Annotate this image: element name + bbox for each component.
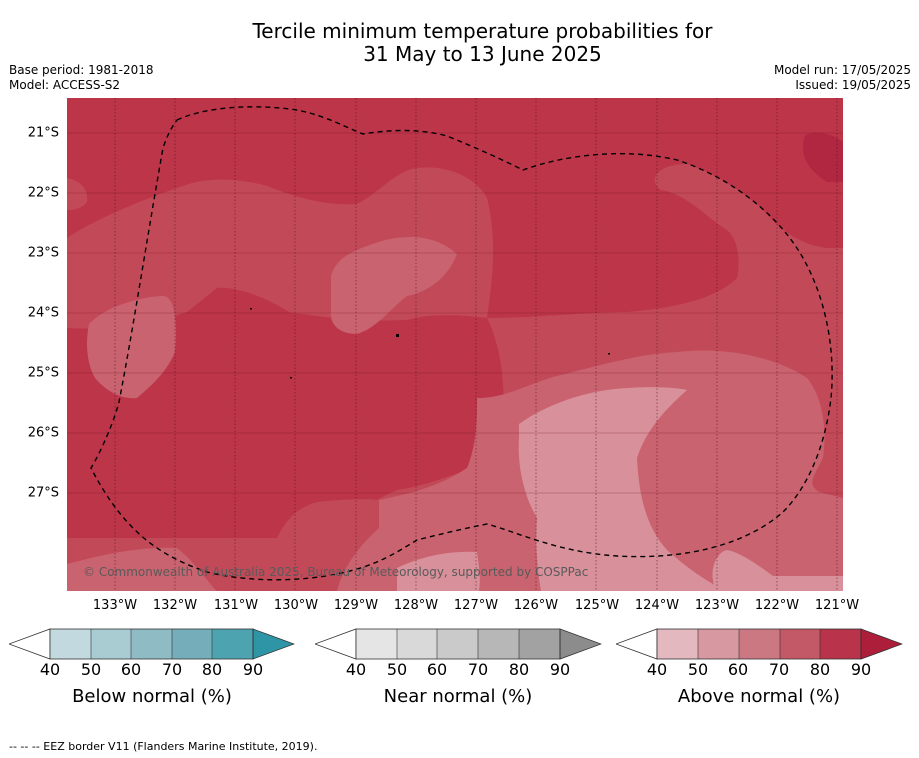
lat-label-23: 23°S bbox=[27, 245, 59, 261]
colorbar-below-band-4 bbox=[172, 629, 212, 659]
colorbar-above-band-2 bbox=[698, 629, 739, 659]
colorbar-above-extend-min bbox=[616, 628, 658, 660]
meta-right: Model run: 17/05/2025 Issued: 19/05/2025 bbox=[774, 63, 911, 93]
lon-label-132: 132°W bbox=[152, 598, 198, 613]
lon-label-125: 125°W bbox=[574, 598, 620, 613]
eez-footnote: -- -- -- EEZ border V11 (Flanders Marine… bbox=[9, 740, 318, 753]
colorbar-above-tick-60: 60 bbox=[727, 660, 749, 679]
region-above-60-upper bbox=[330, 236, 457, 334]
colorbar-above-tick-70: 70 bbox=[768, 660, 790, 679]
colorbar-below-band-2 bbox=[91, 629, 131, 659]
colorbar-below-band-5 bbox=[212, 629, 253, 659]
colorbar-near bbox=[315, 628, 602, 660]
lat-label-25: 25°S bbox=[27, 365, 59, 381]
colorbar-above-band-4 bbox=[780, 629, 820, 659]
lat-label-27: 27°S bbox=[27, 485, 59, 501]
lon-label-131: 131°W bbox=[213, 598, 259, 613]
lat-gridlines bbox=[67, 132, 843, 494]
colorbar-near-band-1 bbox=[356, 629, 397, 659]
region-above-50-low bbox=[712, 550, 843, 591]
colorbar-above bbox=[616, 628, 903, 660]
colorbar-above-tick-40: 40 bbox=[646, 660, 668, 679]
lat-label-21: 21°S bbox=[27, 125, 59, 141]
chart-title: Tercile minimum temperature probabilitie… bbox=[0, 20, 919, 66]
region-above-60-bottom bbox=[67, 547, 217, 591]
colorbar-below-tick-50: 50 bbox=[80, 660, 102, 679]
colorbar-above-band-1 bbox=[657, 629, 698, 659]
colorbar-above-band-5 bbox=[820, 629, 861, 659]
colorbar-near-band-5 bbox=[519, 629, 560, 659]
title-line-2: 31 May to 13 June 2025 bbox=[363, 42, 602, 66]
base-period: Base period: 1981-2018 bbox=[9, 63, 154, 77]
colorbar-below-tick-80: 80 bbox=[201, 660, 223, 679]
colorbar-below-tick-60: 60 bbox=[120, 660, 142, 679]
model-run: Model run: 17/05/2025 bbox=[773, 63, 911, 77]
probability-map bbox=[67, 98, 843, 591]
title-line-1: Tercile minimum temperature probabilitie… bbox=[252, 19, 713, 43]
meta-left: Base period: 1981-2018 Model: ACCESS-S2 bbox=[9, 63, 154, 93]
lon-label-121: 121°W bbox=[814, 598, 860, 613]
lon-label-123: 123°W bbox=[694, 598, 740, 613]
colorbar-below-extend-min bbox=[9, 628, 51, 660]
colorbar-below-tick-90: 90 bbox=[242, 660, 264, 679]
small-islands bbox=[250, 308, 610, 379]
island-dot-4 bbox=[608, 353, 610, 355]
colorbar-below bbox=[9, 628, 295, 660]
lat-label-24: 24°S bbox=[27, 305, 59, 321]
colorbar-above-band-3 bbox=[739, 629, 780, 659]
lon-label-122: 122°W bbox=[754, 598, 800, 613]
region-above-90 bbox=[803, 132, 843, 182]
colorbar-near-tick-70: 70 bbox=[467, 660, 489, 679]
colorbar-near-tick-90: 90 bbox=[549, 660, 571, 679]
lat-label-26: 26°S bbox=[27, 425, 59, 441]
colorbar-near-extend-max bbox=[559, 628, 602, 660]
lon-label-126: 126°W bbox=[513, 598, 559, 613]
model-name: Model: ACCESS-S2 bbox=[9, 78, 121, 92]
region-above-80-center bbox=[67, 287, 504, 538]
colorbar-near-band-3 bbox=[437, 629, 478, 659]
colorbar-above-title: Above normal (%) bbox=[677, 686, 841, 707]
colorbar-near-tick-60: 60 bbox=[426, 660, 448, 679]
colorbar-near-tick-40: 40 bbox=[345, 660, 367, 679]
lon-label-128: 128°W bbox=[393, 598, 439, 613]
colorbar-below-tick-70: 70 bbox=[161, 660, 183, 679]
colorbar-near-band-2 bbox=[397, 629, 437, 659]
island-dot-3 bbox=[290, 377, 292, 379]
lat-label-22: 22°S bbox=[27, 185, 59, 201]
region-above-50-bottom bbox=[397, 551, 480, 591]
region-above-50-left bbox=[87, 295, 176, 399]
lon-label-130: 130°W bbox=[273, 598, 319, 613]
colorbar-near-extend-min bbox=[315, 628, 357, 660]
colorbar-above-tick-90: 90 bbox=[850, 660, 872, 679]
colorbar-below-band-3 bbox=[131, 629, 172, 659]
map-copyright: © Commonwealth of Australia 2025, Bureau… bbox=[83, 565, 589, 579]
colorbar-near-band-4 bbox=[478, 629, 519, 659]
region-above-50 bbox=[518, 387, 727, 591]
lon-label-133: 133°W bbox=[92, 598, 138, 613]
lon-gridlines bbox=[114, 98, 838, 591]
colorbar-above-extend-max bbox=[860, 628, 903, 660]
lon-label-127: 127°W bbox=[453, 598, 499, 613]
colorbar-below-title: Below normal (%) bbox=[72, 686, 232, 707]
lon-label-129: 129°W bbox=[333, 598, 379, 613]
colorbar-above-tick-80: 80 bbox=[809, 660, 831, 679]
colorbar-below-band-1 bbox=[50, 629, 91, 659]
eez-border bbox=[90, 106, 833, 581]
colorbar-near-tick-50: 50 bbox=[386, 660, 408, 679]
colorbar-above-tick-50: 50 bbox=[687, 660, 709, 679]
issued-date: Issued: 19/05/2025 bbox=[795, 78, 911, 92]
colorbar-near-title: Near normal (%) bbox=[383, 686, 533, 707]
island-dot-1 bbox=[250, 308, 252, 310]
colorbar-near-tick-80: 80 bbox=[508, 660, 530, 679]
colorbar-below-extend-max bbox=[252, 628, 295, 660]
colorbar-below-tick-40: 40 bbox=[39, 660, 61, 679]
island-dot-2 bbox=[396, 334, 399, 337]
lon-label-124: 124°W bbox=[634, 598, 680, 613]
